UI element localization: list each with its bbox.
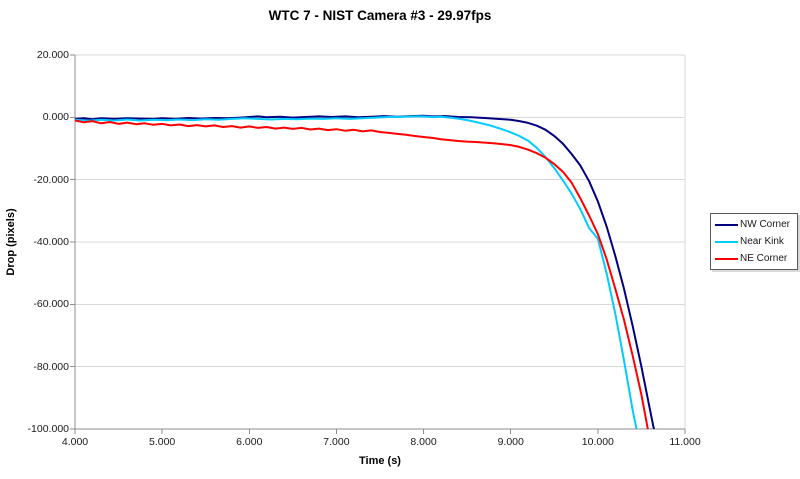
legend-item: NW Corner <box>711 219 797 230</box>
y-tick-label: -60.000 <box>33 298 69 311</box>
x-tick-label: 4.000 <box>61 436 89 448</box>
y-tick-label: 20.000 <box>36 49 69 61</box>
x-tick-label: 10.000 <box>581 436 614 448</box>
x-tick-label: 5.000 <box>149 436 176 448</box>
x-tick-label: 7.000 <box>323 436 350 448</box>
x-tick-label: 11.000 <box>669 436 701 448</box>
series-line-nw-corner <box>75 114 655 429</box>
y-tick-label: -40.000 <box>33 236 69 248</box>
legend-line-swatch <box>715 223 738 226</box>
x-tick-label: 8.000 <box>410 436 437 448</box>
legend: NW Corner Near Kink NE Corner <box>710 213 798 270</box>
legend-line-swatch <box>715 257 738 260</box>
y-tick-label: -20.000 <box>33 173 69 186</box>
legend-label: Near Kink <box>740 236 784 247</box>
x-tick-label: 9.000 <box>497 436 524 448</box>
legend-line-swatch <box>715 240 738 243</box>
series-line-ne-corner <box>75 119 649 429</box>
y-tick-label: -100.000 <box>27 423 69 435</box>
chart-title: WTC 7 - NIST Camera #3 - 29.97fps <box>268 8 492 23</box>
legend-label: NW Corner <box>740 219 791 230</box>
x-tick-label: 6.000 <box>236 436 263 448</box>
series-line-near-kink <box>75 115 638 429</box>
y-tick-label: -80.000 <box>33 360 69 373</box>
legend-item: Near Kink <box>711 236 797 247</box>
legend-item: NE Corner <box>711 253 797 264</box>
y-tick-label: 0.000 <box>42 111 69 124</box>
x-axis-title: Time (s) <box>359 455 401 467</box>
legend-label: NE Corner <box>740 253 788 264</box>
